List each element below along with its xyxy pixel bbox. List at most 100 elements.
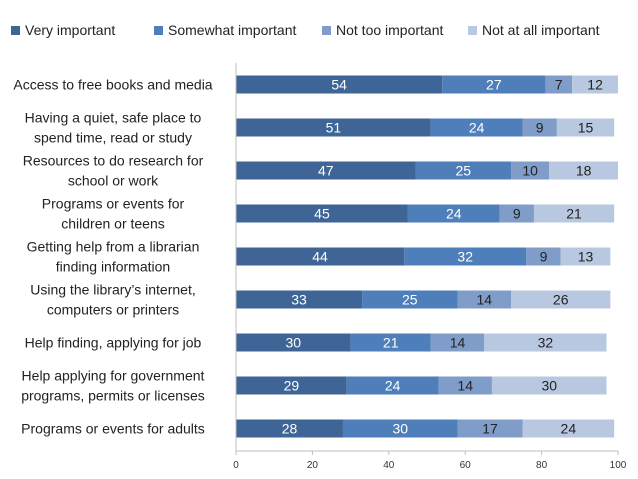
bar-segment [526, 247, 561, 266]
bar-value-label: 12 [587, 77, 603, 93]
legend-swatch-0 [11, 26, 20, 35]
category-label-line: Help finding, applying for job [25, 335, 202, 351]
bar-segment [236, 290, 363, 309]
x-tick-label: 100 [610, 460, 627, 471]
bar-value-label: 21 [383, 335, 399, 351]
category-label-line: finding information [56, 259, 170, 275]
x-tick-label: 40 [383, 460, 395, 471]
category-label: Using the library’s internet, computers o… [30, 282, 195, 318]
bar-value-label: 24 [561, 421, 577, 437]
bar-segment [342, 419, 458, 438]
bar-segment [522, 419, 615, 438]
bar-segment [457, 290, 512, 309]
x-tick-label: 20 [307, 460, 319, 471]
bar-value-label: 24 [469, 120, 485, 136]
bar-segment [236, 333, 351, 352]
bar-value-label: 51 [326, 120, 342, 136]
category-label: Getting help from a librarian finding inf… [27, 239, 200, 275]
category-label-line: spend time, read or study [34, 130, 192, 146]
bar-value-label: 9 [540, 249, 548, 265]
bars: 54 27 7 12 51 24 9 15 47 25 10 18 45 24 9 21 44 32 9 13 33 25… [236, 75, 618, 438]
bar-value-label: 33 [291, 292, 307, 308]
bar-value-label: 45 [314, 206, 330, 222]
bar-segment [236, 161, 416, 180]
x-tick-label: 80 [536, 460, 548, 471]
bar-value-label: 28 [282, 421, 298, 437]
bar-segment [491, 376, 607, 395]
bar-segment [442, 75, 546, 94]
bar-segment [236, 204, 408, 223]
category-label: Help applying for government programs, pe… [21, 368, 205, 404]
category-label: Access to free books and media [13, 77, 212, 93]
category-label-line: school or work [68, 173, 159, 189]
bar-value-label: 26 [553, 292, 569, 308]
legend-label-2: Not too important [336, 22, 443, 38]
legend-swatch-3 [468, 26, 477, 35]
bar-segment [457, 419, 523, 438]
bar-value-label: 9 [513, 206, 521, 222]
bar-segment [350, 333, 431, 352]
bar-segment [499, 204, 534, 223]
bar-segment [556, 118, 615, 137]
bar-segment [407, 204, 500, 223]
bar-value-label: 14 [457, 378, 473, 394]
legend-label-0: Very important [25, 22, 115, 38]
bar-segment [511, 161, 550, 180]
bar-value-label: 47 [318, 163, 334, 179]
bar-segment [484, 333, 607, 352]
bar-segment [236, 75, 443, 94]
category-labels: Access to free books and media Having a q… [13, 77, 212, 437]
bar-value-label: 54 [331, 77, 347, 93]
category-label-line: Programs or events for adults [21, 421, 205, 437]
bar-segment [404, 247, 527, 266]
legend-label-3: Not at all important [482, 22, 600, 38]
bar-segment [415, 161, 512, 180]
category-label-line: Getting help from a librarian [27, 239, 200, 255]
bar-segment [430, 118, 523, 137]
category-label: Having a quiet, safe place to spend time,… [25, 110, 202, 146]
bar-value-label: 17 [482, 421, 498, 437]
category-label-line: Having a quiet, safe place to [25, 110, 202, 126]
bar-value-label: 30 [392, 421, 408, 437]
bar-segment [511, 290, 611, 309]
category-label-line: Help applying for government [22, 368, 205, 384]
bar-segment [236, 376, 347, 395]
bar-value-label: 18 [576, 163, 592, 179]
x-tick-label: 0 [233, 460, 239, 471]
category-label: Help finding, applying for job [25, 335, 202, 351]
bar-value-label: 14 [477, 292, 493, 308]
bar-segment [560, 247, 611, 266]
x-tick-label: 60 [460, 460, 472, 471]
bar-segment [236, 419, 343, 438]
bar-value-label: 14 [450, 335, 466, 351]
bar-segment [362, 290, 458, 309]
bar-value-label: 32 [457, 249, 473, 265]
bar-value-label: 9 [536, 120, 544, 136]
category-label-line: Using the library’s internet, [30, 282, 195, 298]
bar-value-label: 13 [578, 249, 594, 265]
bar-segment [236, 247, 405, 266]
category-label: Programs or events for adults [21, 421, 205, 437]
bar-value-label: 21 [566, 206, 582, 222]
category-label-line: programs, permits or licenses [21, 388, 205, 404]
bar-value-label: 44 [312, 249, 328, 265]
bar-value-label: 7 [555, 77, 563, 93]
x-axis-ticks: 0 20 40 60 80 100 [233, 451, 627, 471]
category-label-line: children or teens [61, 216, 165, 232]
category-label-line: Programs or events for [42, 196, 185, 212]
category-label-line: Access to free books and media [13, 77, 212, 93]
legend-swatch-1 [154, 26, 163, 35]
bar-value-label: 29 [284, 378, 300, 394]
bar-value-label: 25 [402, 292, 418, 308]
bar-value-label: 10 [522, 163, 538, 179]
bar-value-label: 24 [385, 378, 401, 394]
category-label: Programs or events for children or teens [42, 196, 185, 232]
legend-label-1: Somewhat important [168, 22, 297, 38]
bar-segment [533, 204, 615, 223]
category-label: Resources to do research for school or wo… [23, 153, 204, 189]
bar-segment [522, 118, 557, 137]
bar-value-label: 15 [578, 120, 594, 136]
bar-segment [236, 118, 431, 137]
bar-value-label: 24 [446, 206, 462, 222]
